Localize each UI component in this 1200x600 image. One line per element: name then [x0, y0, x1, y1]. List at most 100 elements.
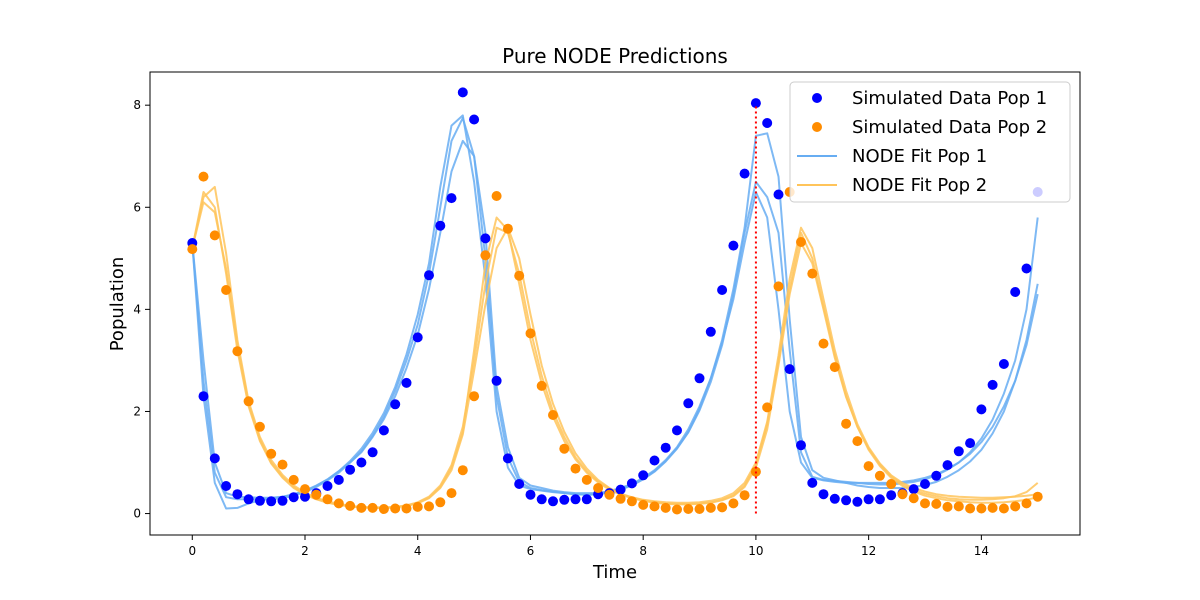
data-point-simulated-data-pop-2	[378, 504, 389, 514]
data-point-simulated-data-pop-1	[908, 484, 919, 495]
data-point-simulated-data-pop-2	[829, 362, 840, 373]
y-axis-label: Population	[107, 257, 128, 352]
data-point-simulated-data-pop-1	[987, 379, 998, 390]
x-axis-label: Time	[592, 562, 637, 583]
data-point-simulated-data-pop-2	[525, 328, 536, 339]
data-point-simulated-data-pop-2	[570, 463, 581, 474]
data-point-simulated-data-pop-1	[570, 494, 581, 505]
data-point-simulated-data-pop-2	[694, 504, 705, 514]
data-point-simulated-data-pop-2	[502, 223, 513, 234]
y-tick-label: 0	[133, 507, 141, 521]
data-point-simulated-data-pop-1	[356, 457, 367, 468]
data-point-simulated-data-pop-1	[378, 425, 389, 436]
data-point-simulated-data-pop-2	[581, 474, 592, 485]
data-point-simulated-data-pop-1	[965, 438, 976, 449]
data-point-simulated-data-pop-2	[762, 402, 773, 413]
data-point-simulated-data-pop-1	[649, 455, 660, 466]
data-point-simulated-data-pop-1	[525, 489, 536, 500]
data-point-simulated-data-pop-1	[266, 496, 277, 507]
data-point-simulated-data-pop-1	[243, 494, 254, 505]
data-point-simulated-data-pop-2	[266, 448, 277, 459]
data-point-simulated-data-pop-2	[998, 503, 1009, 514]
data-point-simulated-data-pop-2	[852, 436, 863, 447]
data-point-simulated-data-pop-2	[412, 501, 423, 512]
data-point-simulated-data-pop-2	[300, 484, 310, 495]
data-point-simulated-data-pop-2	[807, 268, 818, 279]
plot-area	[187, 87, 1043, 515]
data-point-simulated-data-pop-2	[480, 250, 491, 261]
data-point-simulated-data-pop-2	[863, 461, 874, 472]
data-point-simulated-data-pop-2	[333, 498, 344, 509]
legend-box	[789, 81, 1071, 203]
data-point-simulated-data-pop-2	[953, 501, 964, 512]
series-line-node-fit-pop-2-3	[191, 201, 1039, 509]
data-point-simulated-data-pop-2	[649, 501, 660, 512]
data-point-simulated-data-pop-1	[412, 332, 423, 343]
legend-label-simulated-data-pop-2: Simulated Data Pop 2	[852, 117, 1047, 138]
data-point-simulated-data-pop-1	[672, 425, 682, 436]
data-point-simulated-data-pop-1	[446, 193, 457, 204]
data-point-simulated-data-pop-1	[818, 489, 829, 500]
data-point-simulated-data-pop-1	[886, 490, 897, 501]
chart-title: Pure NODE Predictions	[502, 44, 728, 68]
data-point-simulated-data-pop-1	[976, 404, 987, 415]
data-point-simulated-data-pop-2	[705, 502, 716, 513]
data-point-simulated-data-pop-2	[626, 496, 637, 507]
data-point-simulated-data-pop-1	[480, 233, 491, 244]
data-point-simulated-data-pop-1	[615, 484, 626, 495]
data-point-simulated-data-pop-1	[198, 391, 209, 402]
data-point-simulated-data-pop-2	[559, 443, 570, 454]
data-point-simulated-data-pop-2	[277, 459, 288, 470]
x-tick-label: 2	[301, 544, 309, 558]
x-tick-label: 8	[639, 544, 647, 558]
data-point-simulated-data-pop-2	[638, 499, 649, 510]
data-point-simulated-data-pop-2	[221, 285, 232, 295]
legend: Simulated Data Pop 1 Simulated Data Pop 2…	[789, 81, 1071, 203]
data-point-simulated-data-pop-2	[773, 281, 784, 292]
data-point-simulated-data-pop-1	[717, 285, 728, 295]
data-point-simulated-data-pop-1	[953, 446, 964, 457]
data-point-simulated-data-pop-1	[1021, 263, 1032, 274]
data-point-simulated-data-pop-1	[491, 375, 502, 386]
data-point-simulated-data-pop-1	[277, 495, 288, 506]
data-point-simulated-data-pop-2	[401, 503, 412, 514]
data-point-simulated-data-pop-2	[841, 418, 852, 429]
data-point-simulated-data-pop-1	[852, 496, 863, 507]
data-point-simulated-data-pop-1	[232, 489, 243, 500]
data-point-simulated-data-pop-2	[198, 171, 209, 182]
data-point-simulated-data-pop-1	[469, 114, 480, 125]
data-point-simulated-data-pop-1	[322, 481, 333, 491]
data-point-simulated-data-pop-2	[322, 494, 333, 505]
data-point-simulated-data-pop-2	[976, 503, 987, 514]
data-point-simulated-data-pop-1	[254, 495, 265, 506]
data-point-simulated-data-pop-1	[638, 470, 649, 481]
data-point-simulated-data-pop-2	[1010, 501, 1021, 512]
data-point-simulated-data-pop-2	[660, 502, 671, 513]
data-point-simulated-data-pop-1	[762, 118, 773, 128]
data-point-simulated-data-pop-1	[626, 478, 637, 489]
data-point-simulated-data-pop-1	[345, 464, 356, 475]
y-tick-label: 2	[133, 404, 141, 418]
data-point-simulated-data-pop-2	[491, 191, 502, 201]
data-point-simulated-data-pop-1	[807, 477, 818, 488]
data-point-simulated-data-pop-1	[502, 453, 513, 464]
data-point-simulated-data-pop-2	[886, 479, 897, 489]
data-point-simulated-data-pop-2	[424, 501, 434, 512]
data-point-simulated-data-pop-2	[908, 493, 919, 504]
data-point-simulated-data-pop-1	[942, 460, 953, 471]
data-point-simulated-data-pop-2	[965, 503, 976, 514]
data-point-simulated-data-pop-1	[931, 470, 942, 481]
axes: 0 2 4 6 8 10 12 14 0 2 4 6 8	[133, 71, 1081, 558]
y-tick-label: 6	[133, 200, 141, 214]
data-point-simulated-data-pop-2	[1032, 491, 1043, 502]
legend-marker-simulated-data-pop-1	[812, 93, 822, 103]
axes-frame	[149, 71, 1081, 536]
data-point-simulated-data-pop-1	[333, 474, 344, 485]
x-tick-label: 10	[748, 544, 763, 558]
x-tick-label: 12	[861, 544, 876, 558]
data-point-simulated-data-pop-1	[514, 479, 525, 489]
data-point-simulated-data-pop-2	[942, 501, 953, 512]
data-point-simulated-data-pop-1	[660, 442, 671, 453]
data-point-simulated-data-pop-1	[998, 359, 1009, 369]
data-point-simulated-data-pop-2	[390, 503, 401, 514]
